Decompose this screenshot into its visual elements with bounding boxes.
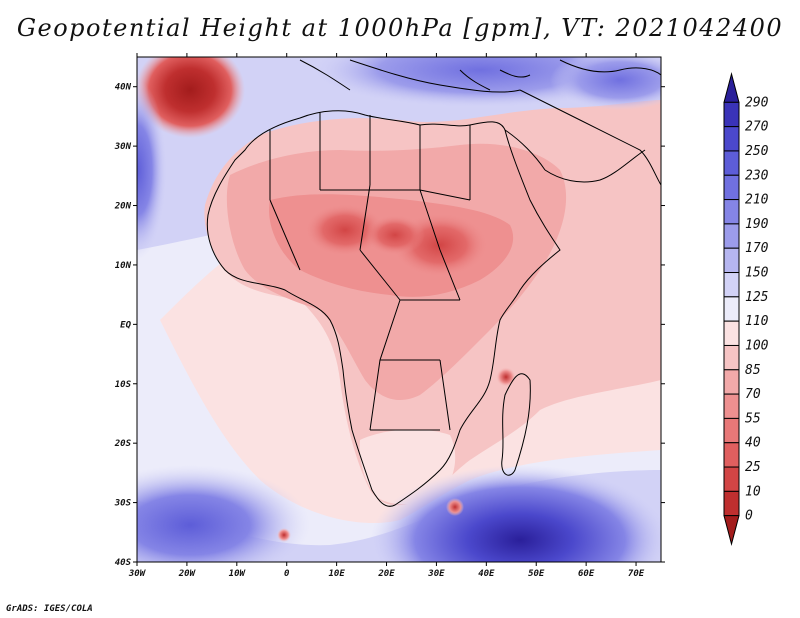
colorbar-swatch xyxy=(723,126,740,152)
lon-label: 20W xyxy=(178,569,197,579)
lon-label: 70E xyxy=(628,569,645,579)
colorbar-label: 125 xyxy=(745,290,769,305)
colorbar-label: 100 xyxy=(745,338,769,353)
height-field xyxy=(137,57,661,562)
colorbar-swatch xyxy=(723,442,740,468)
colorbar-label: 40 xyxy=(745,436,761,451)
colorbar-swatch xyxy=(723,150,740,176)
lon-label: 20E xyxy=(377,569,395,579)
colorbar-swatch-bottom xyxy=(723,515,740,546)
colorbar-label: 85 xyxy=(745,363,761,378)
colorbar-label: 55 xyxy=(745,411,761,426)
lat-label: EQ xyxy=(120,320,131,330)
colorbar-swatch xyxy=(723,199,740,225)
colorbar-swatch xyxy=(723,417,740,444)
lat-label: 30S xyxy=(114,499,132,509)
lat-label: 10N xyxy=(115,261,132,271)
colorbar-swatch xyxy=(723,369,740,395)
colorbar-swatch xyxy=(723,466,740,492)
lat-label: 40S xyxy=(115,558,132,568)
lon-label: 0 xyxy=(284,569,290,579)
plot-frame xyxy=(136,56,662,563)
colorbar-label: 230 xyxy=(745,168,769,183)
colorbar-label: 210 xyxy=(745,193,769,208)
chart-title: Geopotential Height at 1000hPa [gpm], VT… xyxy=(16,14,784,42)
colorbar-label: 170 xyxy=(745,241,769,256)
lon-label: 30W xyxy=(128,569,147,579)
colorbar-label: 0 xyxy=(745,509,753,524)
colorbar-label: 150 xyxy=(745,266,769,281)
colorbar-label: 290 xyxy=(745,95,769,110)
colorbar-swatch xyxy=(723,223,740,249)
colorbar-swatch xyxy=(723,247,740,274)
lat-label: 40N xyxy=(115,83,132,93)
lon-label: 50E xyxy=(528,569,545,579)
grads-credit: GrADS: IGES/COLA xyxy=(6,604,93,614)
lon-label: 10W xyxy=(229,569,247,579)
colorbar-label: 10 xyxy=(745,484,761,499)
colorbar-label: 250 xyxy=(745,144,769,159)
lon-label: 40E xyxy=(478,569,495,579)
lat-label: 20N xyxy=(114,202,132,212)
colorbar-swatch xyxy=(723,272,740,298)
colorbar-label: 25 xyxy=(745,460,761,475)
lon-label: 60E xyxy=(578,569,595,579)
colorbar-swatch xyxy=(723,296,740,322)
colorbar-swatch xyxy=(723,101,740,128)
colorbar-swatch xyxy=(723,320,740,346)
lon-label: 30E xyxy=(427,569,445,579)
coastlines xyxy=(206,59,661,507)
colorbar-label: 110 xyxy=(745,314,769,329)
colorbar-swatch-top xyxy=(723,72,740,103)
lat-label: 10S xyxy=(115,380,132,390)
colorbar: 2902702502302101901701501251101008570554… xyxy=(723,72,769,546)
colorbar-label: 270 xyxy=(745,120,769,135)
colorbar-swatch xyxy=(723,490,740,517)
lat-label: 20S xyxy=(114,439,132,449)
colorbar-swatch xyxy=(723,344,740,371)
colorbar-label: 190 xyxy=(745,217,769,232)
colorbar-swatch xyxy=(723,393,740,419)
lon-label: 10E xyxy=(328,569,345,579)
colorbar-swatch xyxy=(723,174,740,201)
colorbar-label: 70 xyxy=(745,387,761,402)
lat-label: 30N xyxy=(114,142,132,152)
